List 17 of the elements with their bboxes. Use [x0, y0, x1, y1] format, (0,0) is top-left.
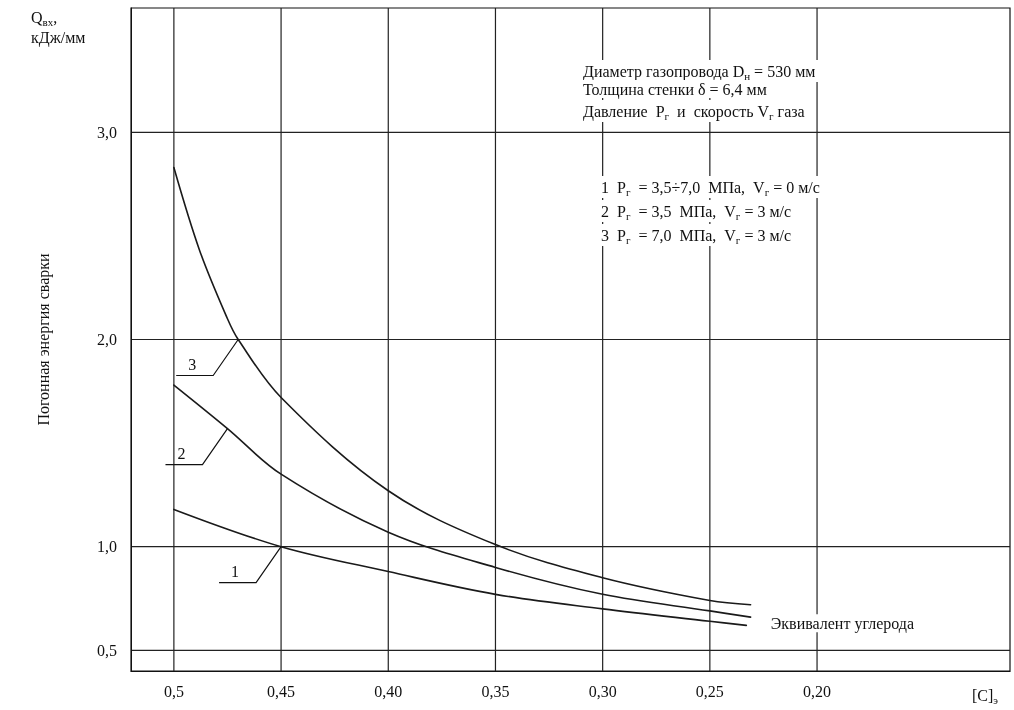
annotation: Эквивалент углерода — [770, 614, 915, 633]
y-tick-label: 2,0 — [97, 331, 117, 348]
annotation: 1 — [231, 563, 240, 581]
annotation: 2 — [177, 445, 186, 463]
x-tick-label: 0,25 — [695, 682, 724, 700]
x-tick-label: 0,5 — [163, 682, 184, 700]
x-tick-label: 0,20 — [803, 682, 832, 700]
x-tick-label: 0,40 — [374, 682, 403, 700]
x-tick-label: 0,35 — [481, 682, 510, 700]
y-tick-label: 3,0 — [97, 123, 117, 141]
y-axis-title: Погонная энергия сварки — [34, 252, 53, 426]
annotation: 3 — [188, 356, 197, 373]
x-tick-label: 0,30 — [588, 682, 617, 700]
x-tick-label: 0,45 — [267, 682, 296, 700]
y-tick-label: 1,0 — [97, 538, 117, 556]
annotation: Толщина стенки δ = 6,4 мм — [583, 80, 767, 99]
y-tick-label: 0,5 — [97, 641, 117, 659]
